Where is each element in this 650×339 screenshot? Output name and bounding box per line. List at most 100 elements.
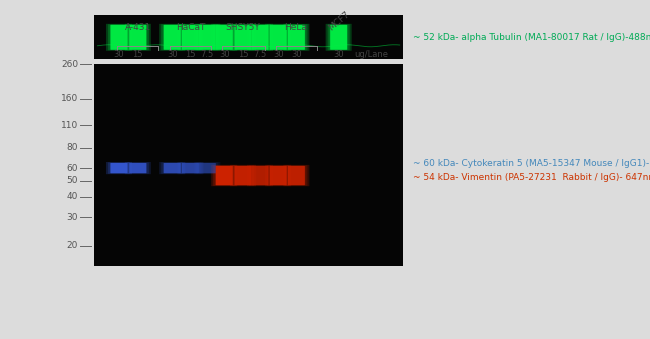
FancyBboxPatch shape <box>249 165 271 186</box>
FancyBboxPatch shape <box>127 24 149 50</box>
FancyBboxPatch shape <box>283 165 309 186</box>
FancyBboxPatch shape <box>159 162 185 174</box>
FancyBboxPatch shape <box>330 25 347 50</box>
FancyBboxPatch shape <box>161 24 183 50</box>
FancyBboxPatch shape <box>177 162 203 174</box>
Text: 30: 30 <box>167 50 177 59</box>
FancyBboxPatch shape <box>232 165 254 186</box>
FancyBboxPatch shape <box>328 24 350 50</box>
Text: A-431: A-431 <box>125 23 151 32</box>
FancyBboxPatch shape <box>110 25 128 50</box>
FancyBboxPatch shape <box>111 163 127 173</box>
Text: ug/Lane: ug/Lane <box>354 50 388 59</box>
FancyBboxPatch shape <box>194 162 220 174</box>
FancyBboxPatch shape <box>182 25 199 50</box>
FancyBboxPatch shape <box>94 15 403 59</box>
FancyBboxPatch shape <box>179 24 202 50</box>
FancyBboxPatch shape <box>129 163 146 173</box>
FancyBboxPatch shape <box>230 24 256 51</box>
Text: 60: 60 <box>66 164 78 173</box>
FancyBboxPatch shape <box>288 25 305 50</box>
Text: 7.5: 7.5 <box>254 50 266 59</box>
FancyBboxPatch shape <box>251 25 269 50</box>
Text: 7.5: 7.5 <box>201 50 214 59</box>
Text: 160: 160 <box>60 94 78 103</box>
FancyBboxPatch shape <box>267 24 289 50</box>
Text: 15: 15 <box>238 50 248 59</box>
FancyBboxPatch shape <box>252 166 268 185</box>
FancyBboxPatch shape <box>199 25 216 50</box>
FancyBboxPatch shape <box>199 163 216 173</box>
FancyBboxPatch shape <box>125 162 151 174</box>
FancyBboxPatch shape <box>269 25 287 50</box>
Text: 15: 15 <box>185 50 196 59</box>
FancyBboxPatch shape <box>232 24 254 50</box>
Text: 30: 30 <box>219 50 229 59</box>
FancyBboxPatch shape <box>181 25 200 50</box>
FancyBboxPatch shape <box>194 24 220 51</box>
Text: HaCaT: HaCaT <box>176 23 205 32</box>
FancyBboxPatch shape <box>159 24 185 51</box>
FancyBboxPatch shape <box>163 163 181 173</box>
FancyBboxPatch shape <box>235 25 252 50</box>
FancyBboxPatch shape <box>247 24 273 51</box>
Text: MCF7: MCF7 <box>326 9 351 32</box>
FancyBboxPatch shape <box>267 165 289 186</box>
FancyBboxPatch shape <box>127 162 149 174</box>
Text: 15: 15 <box>133 50 143 59</box>
Text: 110: 110 <box>60 121 78 130</box>
FancyBboxPatch shape <box>111 25 127 50</box>
Text: ~ 60 kDa- Cytokeratin 5 (MA5-15347 Mouse / IgG1)-790nm: ~ 60 kDa- Cytokeratin 5 (MA5-15347 Mouse… <box>413 159 650 167</box>
Text: 30: 30 <box>114 50 124 59</box>
FancyBboxPatch shape <box>182 163 199 173</box>
Text: HeLa: HeLa <box>284 23 307 32</box>
Text: 20: 20 <box>66 241 78 250</box>
FancyBboxPatch shape <box>108 24 130 50</box>
FancyBboxPatch shape <box>161 162 183 174</box>
FancyBboxPatch shape <box>216 166 233 185</box>
FancyBboxPatch shape <box>283 24 309 51</box>
FancyBboxPatch shape <box>129 163 147 173</box>
FancyBboxPatch shape <box>164 163 181 173</box>
Text: 80: 80 <box>66 143 78 152</box>
FancyBboxPatch shape <box>181 163 200 173</box>
FancyBboxPatch shape <box>213 165 235 186</box>
FancyBboxPatch shape <box>196 24 218 50</box>
Text: 30: 30 <box>66 213 78 222</box>
FancyBboxPatch shape <box>198 163 216 173</box>
FancyBboxPatch shape <box>287 25 306 50</box>
FancyBboxPatch shape <box>211 165 237 186</box>
FancyBboxPatch shape <box>330 25 348 50</box>
FancyBboxPatch shape <box>108 162 130 174</box>
Text: 30: 30 <box>333 50 344 59</box>
FancyBboxPatch shape <box>270 166 287 185</box>
FancyBboxPatch shape <box>106 162 132 174</box>
FancyBboxPatch shape <box>106 24 132 51</box>
FancyBboxPatch shape <box>198 25 216 50</box>
FancyBboxPatch shape <box>265 165 291 186</box>
FancyBboxPatch shape <box>179 162 202 174</box>
FancyBboxPatch shape <box>287 166 306 185</box>
FancyBboxPatch shape <box>216 25 233 50</box>
FancyBboxPatch shape <box>163 25 181 50</box>
FancyBboxPatch shape <box>110 163 128 173</box>
Text: 260: 260 <box>61 60 78 69</box>
FancyBboxPatch shape <box>285 165 307 186</box>
Text: ~ 54 kDa- Vimentin (PA5-27231  Rabbit / IgG)- 647nm: ~ 54 kDa- Vimentin (PA5-27231 Rabbit / I… <box>413 173 650 182</box>
FancyBboxPatch shape <box>164 25 181 50</box>
Text: 30: 30 <box>273 50 283 59</box>
FancyBboxPatch shape <box>129 25 147 50</box>
FancyBboxPatch shape <box>196 162 218 174</box>
FancyBboxPatch shape <box>251 166 269 185</box>
Text: 50: 50 <box>66 177 78 185</box>
FancyBboxPatch shape <box>129 25 146 50</box>
FancyBboxPatch shape <box>247 165 273 186</box>
FancyBboxPatch shape <box>285 24 307 50</box>
FancyBboxPatch shape <box>177 24 203 51</box>
FancyBboxPatch shape <box>215 25 233 50</box>
Text: 40: 40 <box>66 192 78 201</box>
FancyBboxPatch shape <box>125 24 151 51</box>
FancyBboxPatch shape <box>234 166 252 185</box>
FancyBboxPatch shape <box>94 64 403 266</box>
FancyBboxPatch shape <box>326 24 352 51</box>
